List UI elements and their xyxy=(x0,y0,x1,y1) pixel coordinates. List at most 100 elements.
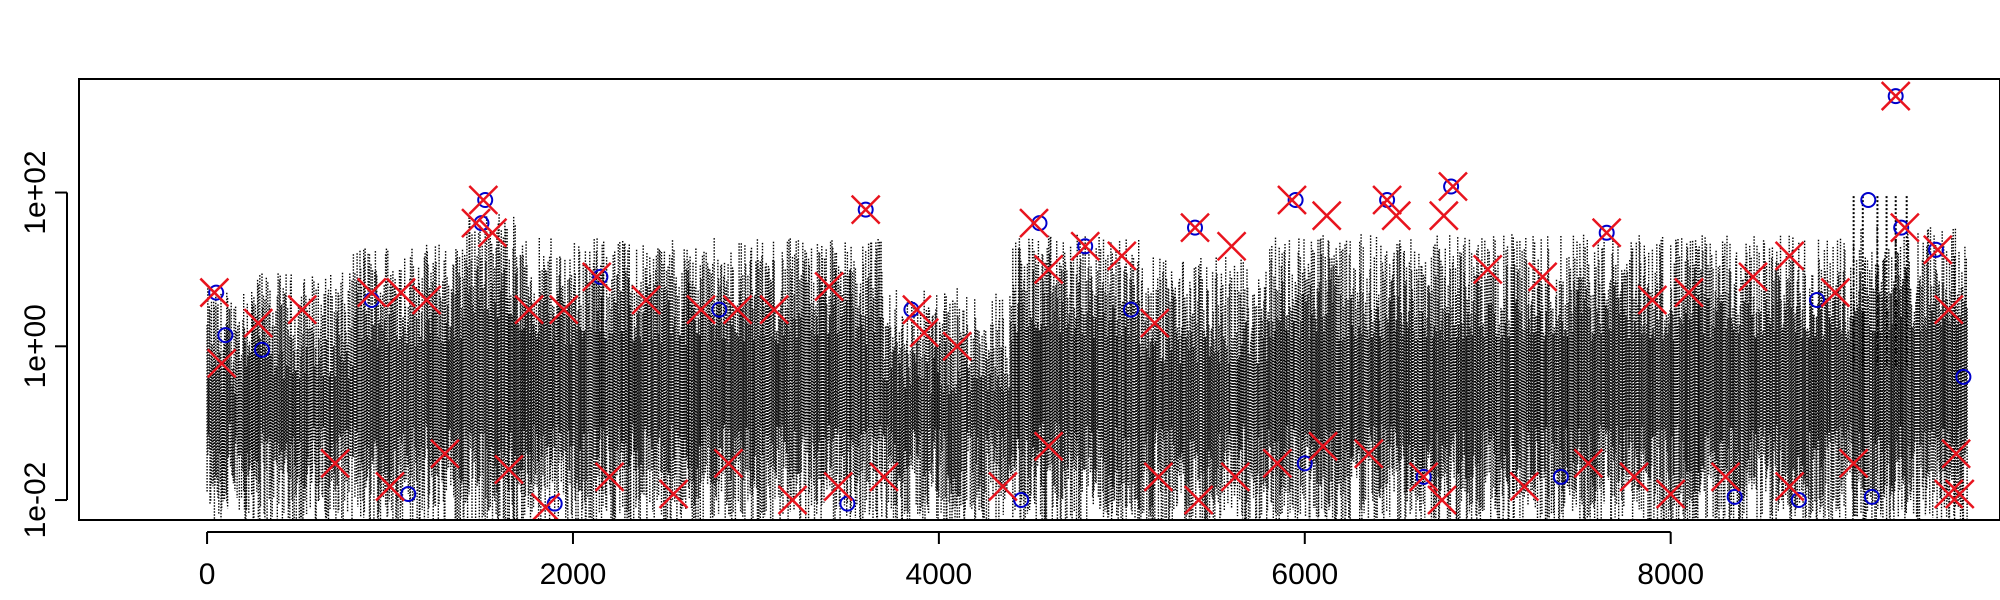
flagged-point xyxy=(902,294,932,325)
x-tick-label: 0 xyxy=(199,558,216,591)
flagged-point xyxy=(1372,185,1402,215)
flagged-point xyxy=(1216,231,1247,262)
flagged-point xyxy=(199,277,230,308)
flagged-point xyxy=(1619,462,1649,492)
flagged-point xyxy=(243,308,274,339)
flagged-point xyxy=(1139,308,1170,339)
flagged-point xyxy=(1655,479,1686,509)
flagged-point xyxy=(514,294,544,325)
flagged-point xyxy=(850,194,881,225)
flagged-point xyxy=(1941,438,1971,469)
flagged-point xyxy=(430,438,460,469)
observed-point xyxy=(1893,219,1910,236)
flagged-point xyxy=(411,285,442,315)
flagged-point xyxy=(1427,485,1457,515)
flagged-point xyxy=(1933,294,1964,325)
observed-points xyxy=(208,88,1972,512)
observed-point xyxy=(1955,368,1972,385)
flagged-point xyxy=(1143,462,1174,492)
observed-point xyxy=(1013,492,1030,508)
x-tick-label: 8000 xyxy=(1637,558,1704,591)
flagged-point xyxy=(658,479,689,509)
flagged-point xyxy=(477,217,508,248)
flagged-point xyxy=(581,261,612,292)
observed-point xyxy=(1809,292,1825,308)
flagged-point xyxy=(1591,217,1622,248)
flagged-point xyxy=(1472,254,1503,285)
flagged-point xyxy=(1509,471,1540,502)
flagged-point xyxy=(1637,285,1668,315)
flagged-point xyxy=(823,471,854,502)
observed-point xyxy=(217,327,234,344)
y-tick-label: 1e+00 xyxy=(19,304,52,388)
observed-point xyxy=(1598,224,1615,241)
flagged-point xyxy=(1262,448,1293,479)
observed-point xyxy=(1443,178,1460,195)
flagged-point xyxy=(1710,462,1741,492)
flagged-point xyxy=(375,471,405,502)
x-tick-label: 2000 xyxy=(540,558,607,591)
observed-point xyxy=(857,201,874,218)
flagged-point xyxy=(1180,212,1210,243)
flagged-point xyxy=(1033,431,1064,462)
observed-point xyxy=(254,341,270,358)
flagged-point xyxy=(1070,231,1101,262)
flagged-point xyxy=(386,277,416,308)
flagged-point xyxy=(1308,431,1338,462)
observed-point xyxy=(1296,455,1313,472)
flagged-point xyxy=(1674,277,1704,308)
flagged-point xyxy=(1880,81,1911,111)
observed-point xyxy=(1887,88,1904,105)
observed-point xyxy=(1790,492,1807,508)
flagged-point xyxy=(287,294,318,325)
observed-point xyxy=(592,268,609,285)
flagged-point xyxy=(1774,241,1805,271)
flagged-point xyxy=(461,208,491,239)
observed-point xyxy=(1123,301,1139,318)
flagged-point xyxy=(1573,448,1604,479)
observed-point xyxy=(400,486,417,502)
flagged-point xyxy=(1838,448,1869,479)
y-tick-label: 1e-02 xyxy=(19,462,52,539)
flagged-point xyxy=(869,462,899,492)
flagged-point xyxy=(1438,171,1468,202)
flagged-point xyxy=(1820,277,1851,308)
flagged-point xyxy=(713,448,744,479)
flagged-point xyxy=(594,462,625,492)
flagged-point xyxy=(988,471,1018,502)
flagged-point xyxy=(1738,261,1768,292)
observed-point xyxy=(1287,192,1304,208)
flagged-point xyxy=(1408,462,1439,492)
flagged-point xyxy=(1428,200,1459,231)
flagged-point xyxy=(686,294,716,325)
observed-point xyxy=(1726,488,1743,505)
x-axis: 0 2000 4000 6000 8000 xyxy=(199,531,1704,591)
flagged-point xyxy=(1277,185,1307,215)
x-tick-label: 4000 xyxy=(906,558,973,591)
flagged-point xyxy=(1033,254,1064,285)
flagged-point xyxy=(777,485,808,515)
flagged-point xyxy=(1183,485,1214,515)
x-tick-label: 6000 xyxy=(1271,558,1338,591)
flagged-point xyxy=(942,331,973,362)
flagged-point xyxy=(206,348,237,379)
flagged-point xyxy=(814,271,844,302)
observed-point xyxy=(1415,468,1432,485)
flagged-point xyxy=(1944,479,1975,509)
y-axis: 1e-02 1e+00 1e+02 xyxy=(19,150,68,539)
flagged-point xyxy=(909,317,940,348)
flagged-point xyxy=(494,454,524,485)
flagged-point xyxy=(1106,241,1137,271)
flagged-point xyxy=(468,185,499,215)
flagged-points xyxy=(199,81,1975,520)
flagged-point xyxy=(530,492,561,520)
flagged-point xyxy=(1353,438,1384,469)
flagged-point xyxy=(1933,479,1964,509)
flagged-point xyxy=(1381,200,1412,231)
observed-point xyxy=(1863,488,1880,505)
flagged-point xyxy=(320,448,351,479)
observed-point xyxy=(1928,241,1944,258)
observed-point xyxy=(208,284,225,301)
flagged-point xyxy=(1774,471,1805,502)
